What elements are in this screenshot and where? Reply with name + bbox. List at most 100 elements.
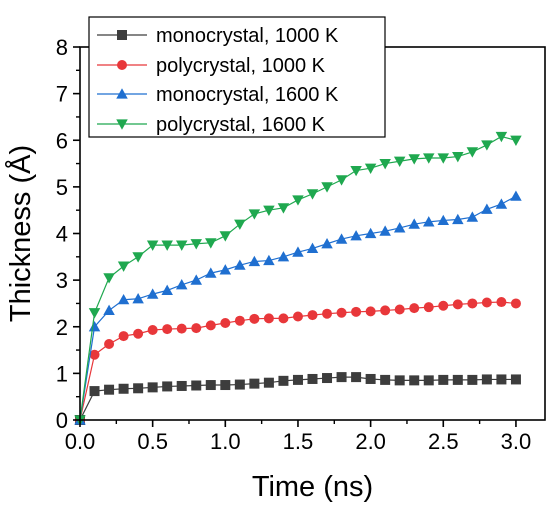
legend-marker xyxy=(116,88,128,99)
data-point xyxy=(379,158,391,170)
data-point xyxy=(103,304,115,316)
y-tick-label: 2 xyxy=(56,315,68,340)
data-point xyxy=(146,240,159,251)
data-point xyxy=(248,255,261,267)
legend-label: polycrystal, 1600 K xyxy=(156,114,326,136)
data-point xyxy=(103,273,115,284)
data-point xyxy=(132,252,144,263)
data-point xyxy=(190,239,202,250)
plot-marks xyxy=(74,131,522,426)
x-tick-label: 3.0 xyxy=(501,429,532,454)
data-point xyxy=(423,375,434,386)
data-point xyxy=(466,211,479,222)
legend-item: polycrystal, 1000 K xyxy=(97,55,326,77)
data-point xyxy=(278,375,289,386)
data-point xyxy=(351,372,362,383)
data-point xyxy=(176,380,187,391)
data-point xyxy=(278,313,289,324)
series-2 xyxy=(75,297,521,425)
data-point xyxy=(191,380,202,391)
data-point xyxy=(322,308,333,319)
y-tick-label: 6 xyxy=(56,128,68,153)
data-point xyxy=(481,203,493,214)
data-point xyxy=(162,381,173,392)
data-point xyxy=(306,242,319,254)
data-point xyxy=(175,240,188,251)
x-tick-label: 1.5 xyxy=(283,429,314,454)
legend-item: polycrystal, 1600 K xyxy=(97,114,326,136)
data-point xyxy=(277,203,290,214)
data-point xyxy=(437,153,450,164)
data-point xyxy=(322,373,333,384)
legend-marker xyxy=(117,30,127,40)
series-4 xyxy=(74,131,522,426)
data-point xyxy=(510,374,521,385)
data-point xyxy=(205,267,217,278)
y-tick-label: 0 xyxy=(56,408,68,433)
data-point xyxy=(335,233,348,244)
y-tick-label: 8 xyxy=(56,35,68,60)
data-point xyxy=(175,279,188,290)
data-point xyxy=(249,378,260,389)
data-point xyxy=(379,225,391,236)
legend-item: monocrystal, 1600 K xyxy=(97,84,339,106)
data-point xyxy=(394,304,405,315)
data-point xyxy=(306,189,319,200)
data-point xyxy=(351,306,362,317)
data-point xyxy=(510,298,521,309)
y-axis-title: Thickness (Å) xyxy=(4,145,37,322)
data-point xyxy=(423,216,435,227)
data-point xyxy=(365,306,376,317)
data-point xyxy=(409,375,420,386)
data-point xyxy=(365,373,376,384)
data-point xyxy=(452,151,464,163)
legend-label: monocrystal, 1000 K xyxy=(156,25,339,47)
x-tick-label: 2.0 xyxy=(355,429,386,454)
legend: monocrystal, 1000 K polycrystal, 1000 K mo… xyxy=(88,16,386,138)
data-point xyxy=(117,261,130,272)
data-point xyxy=(263,205,275,216)
legend-item: monocrystal, 1000 K xyxy=(97,25,339,47)
data-point xyxy=(263,313,274,324)
data-point xyxy=(481,374,492,385)
data-point xyxy=(393,222,406,233)
x-tick-label: 2.5 xyxy=(428,429,459,454)
data-point xyxy=(452,213,464,225)
x-tick-label: 0.0 xyxy=(65,429,96,454)
data-point xyxy=(162,324,173,335)
data-point xyxy=(277,251,290,262)
data-point xyxy=(146,288,159,299)
data-point xyxy=(438,300,449,311)
data-point xyxy=(408,218,420,229)
data-point xyxy=(292,311,303,322)
data-point xyxy=(481,297,492,308)
data-point xyxy=(234,379,245,390)
series-1 xyxy=(75,372,521,425)
data-point xyxy=(104,339,115,350)
data-point xyxy=(409,303,420,314)
y-tick-label: 1 xyxy=(56,361,68,386)
data-point xyxy=(335,175,348,186)
data-point xyxy=(350,230,362,241)
data-point xyxy=(380,305,391,316)
data-point xyxy=(190,274,202,285)
data-point xyxy=(147,325,158,336)
x-tick-label: 1.0 xyxy=(210,429,241,454)
data-point xyxy=(438,374,449,385)
data-point xyxy=(176,323,187,334)
legend-box xyxy=(88,16,386,138)
x-tick-label: 0.5 xyxy=(137,429,168,454)
data-point xyxy=(234,219,246,230)
data-point xyxy=(466,147,479,158)
data-point xyxy=(205,238,217,249)
legend-label: monocrystal, 1600 K xyxy=(156,84,339,106)
y-axis: 0 1 2 3 4 5 6 7 8 xyxy=(56,35,80,433)
data-point xyxy=(321,182,333,193)
data-point xyxy=(89,386,100,397)
legend-marker xyxy=(117,60,127,70)
data-point xyxy=(263,254,275,266)
data-point xyxy=(496,297,507,308)
data-point xyxy=(393,156,406,167)
data-point xyxy=(234,259,246,270)
y-tick-label: 7 xyxy=(56,82,68,107)
